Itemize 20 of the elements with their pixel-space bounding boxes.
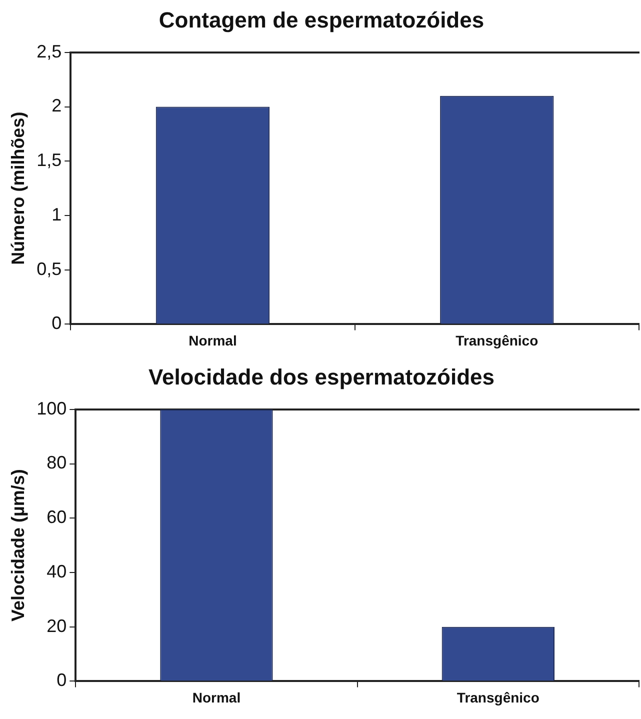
x-tick-label: Transgênico [456, 689, 540, 706]
y-axis-title: Número (milhões) [8, 112, 28, 265]
y-tick-label: 40 [46, 561, 67, 582]
y-axis-title: Velocidade (µm/s) [8, 469, 28, 622]
y-tick-label: 2 [52, 96, 62, 116]
y-tick-label: 80 [46, 452, 67, 473]
y-tick-label: 100 [36, 398, 67, 418]
y-tick-label: 0,5 [36, 258, 62, 279]
y-tick-label: 1,5 [36, 150, 62, 170]
y-tick-label: 1 [52, 204, 62, 224]
y-tick-label: 0 [52, 313, 62, 334]
chart-title: Velocidade dos espermatozóides [148, 364, 495, 390]
y-tick-label: 2,5 [36, 41, 62, 62]
y-tick-label: 0 [56, 670, 67, 690]
x-tick-label: Normal [188, 332, 237, 348]
y-tick-label: 20 [46, 616, 67, 636]
x-tick-label: Normal [192, 689, 241, 706]
chart-title: Contagem de espermatozóides [158, 7, 484, 32]
y-tick-label: 60 [46, 507, 67, 528]
x-tick-label: Transgênico [456, 332, 538, 348]
